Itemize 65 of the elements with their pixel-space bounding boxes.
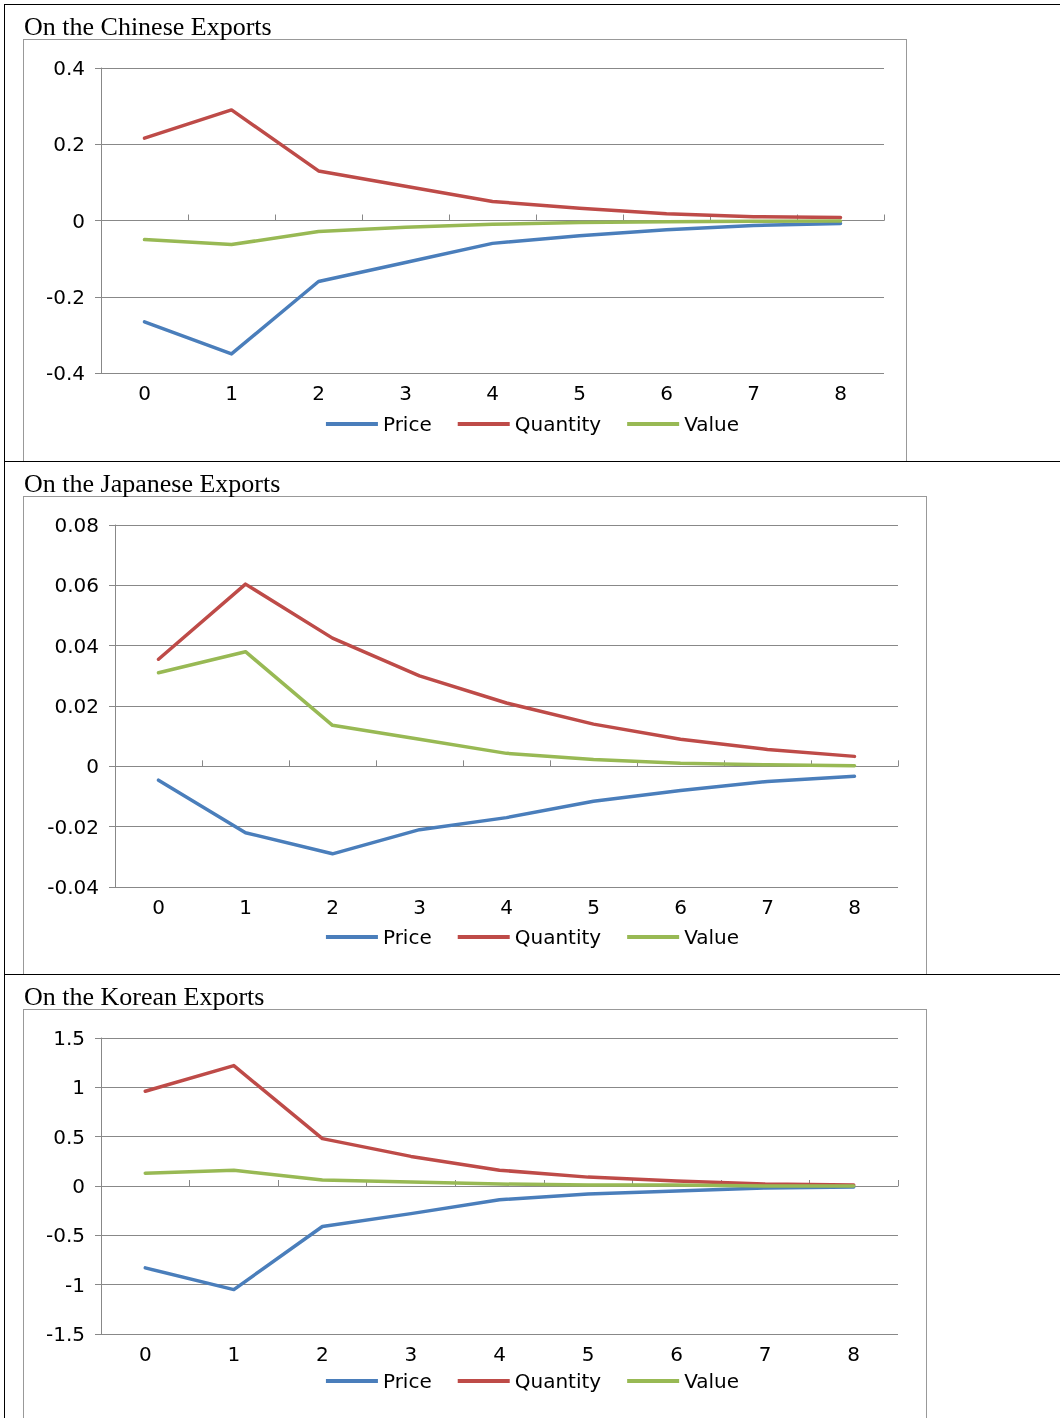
legend-label: Quantity: [514, 1369, 602, 1393]
y-tick-label: 0.06: [54, 573, 99, 598]
x-tick-label: 6: [674, 895, 687, 919]
x-tick-label: 8: [847, 1342, 861, 1366]
x-tick-label: 1: [225, 381, 238, 405]
x-tick-label: 7: [747, 381, 760, 405]
x-tick-label: 1: [239, 895, 252, 919]
chart-title: On the Japanese Exports: [24, 468, 281, 498]
legend-label: Value: [684, 925, 740, 949]
chart-title: On the Chinese Exports: [24, 11, 272, 41]
x-tick-label: 4: [500, 895, 513, 919]
legend-label: Value: [684, 412, 740, 436]
y-tick-label: -0.2: [45, 284, 85, 309]
x-tick-label: 2: [326, 895, 339, 919]
y-tick-label: 1: [72, 1075, 85, 1100]
x-tick-label: 5: [581, 1342, 595, 1366]
y-tick-label: -0.02: [47, 814, 99, 839]
line-series: [142, 108, 843, 220]
legend-label: Price: [382, 1369, 432, 1393]
y-tick-label: -0.04: [47, 875, 99, 899]
chart-title: On the Korean Exports: [24, 981, 265, 1011]
x-tick-label: 2: [316, 1342, 329, 1366]
legend-label: Quantity: [514, 412, 602, 436]
line-series: [143, 1168, 856, 1188]
y-tick-label: -0.4: [45, 361, 85, 385]
line-series: [156, 582, 857, 759]
x-tick-label: 0: [138, 381, 151, 405]
y-tick-label: 0.5: [53, 1124, 85, 1149]
line-series: [156, 649, 857, 768]
y-tick-label: 0: [72, 208, 85, 233]
y-tick-label: 0.2: [53, 132, 85, 157]
line-series: [156, 774, 857, 856]
legend-label: Quantity: [514, 925, 602, 949]
x-tick-label: 0: [138, 1342, 152, 1366]
x-tick-label: 3: [413, 895, 426, 919]
y-tick-label: 1.5: [53, 1026, 85, 1050]
x-tick-label: 2: [312, 381, 325, 405]
line-series: [142, 219, 843, 247]
y-tick-label: 0.4: [53, 56, 85, 80]
x-tick-label: 6: [660, 381, 673, 405]
x-tick-label: 6: [670, 1342, 683, 1366]
y-tick-label: 0: [72, 1174, 85, 1198]
line-series: [142, 221, 843, 356]
x-tick-label: 7: [761, 895, 774, 919]
legend-label: Price: [382, 412, 432, 436]
x-tick-label: 7: [758, 1342, 772, 1366]
y-tick-label: 0.04: [54, 633, 99, 658]
x-tick-label: 4: [493, 1342, 506, 1366]
y-tick-label: 0: [86, 754, 99, 779]
y-tick-label: 0.02: [54, 694, 99, 718]
x-tick-label: 1: [227, 1342, 241, 1366]
x-tick-label: 5: [573, 381, 586, 405]
x-tick-label: 3: [399, 381, 412, 405]
x-tick-label: 8: [834, 381, 847, 405]
legend-label: Price: [382, 925, 432, 949]
y-tick-label: -1.5: [45, 1322, 85, 1346]
y-tick-label: -1: [65, 1272, 85, 1297]
x-tick-label: 8: [848, 895, 861, 919]
y-tick-label: -0.5: [45, 1223, 85, 1248]
x-tick-label: 0: [152, 895, 165, 919]
x-tick-label: 4: [486, 381, 499, 405]
x-tick-label: 3: [404, 1342, 418, 1366]
legend-label: Value: [684, 1369, 740, 1393]
y-tick-label: 0.08: [54, 513, 99, 537]
x-tick-label: 5: [587, 895, 600, 919]
